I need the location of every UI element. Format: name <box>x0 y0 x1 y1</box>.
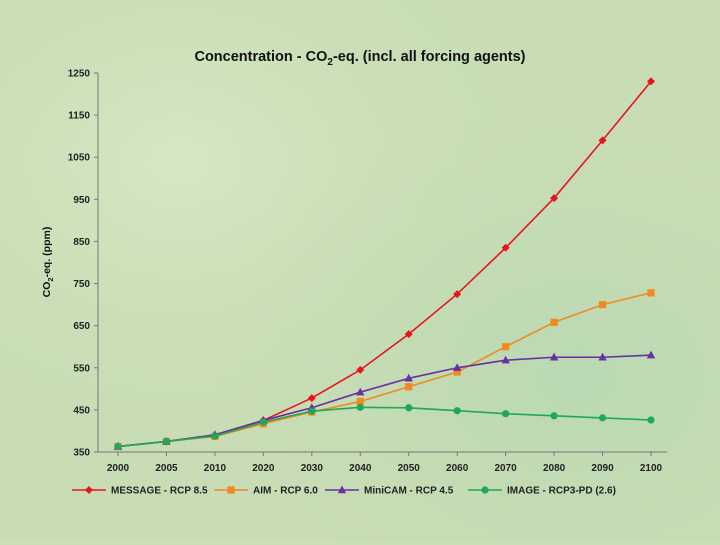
x-tick-label: 2100 <box>640 463 663 474</box>
data-point <box>356 403 364 411</box>
legend-item: IMAGE - RCP3-PD (2.6) <box>468 486 616 497</box>
series-layer <box>113 77 656 451</box>
data-point <box>598 352 607 361</box>
legend-item: AIM - RCP 6.0 <box>214 486 318 497</box>
legend-item: MESSAGE - RCP 8.5 <box>72 486 208 497</box>
data-point <box>549 352 559 361</box>
data-point <box>502 343 510 351</box>
data-point <box>404 330 413 339</box>
x-tick-label: 2040 <box>349 463 372 474</box>
series-line <box>117 354 652 448</box>
data-point <box>452 363 462 371</box>
data-point <box>453 368 461 376</box>
legend-marker <box>85 486 93 494</box>
data-point <box>114 442 122 451</box>
series-3 <box>114 403 655 451</box>
x-tick-label: 2080 <box>543 463 566 474</box>
legend-marker <box>481 486 489 494</box>
data-point <box>259 418 267 426</box>
y-tick-labels: 350 450 550 650 750 850 950 1050 1150 1250 <box>68 69 98 459</box>
y-tick-label: 750 <box>73 279 90 290</box>
x-tick-label: 2005 <box>155 463 178 474</box>
legend: MESSAGE - RCP 8.5 AIM - RCP 6.0 MiniCAM - … <box>72 485 616 497</box>
y-tick-label: 850 <box>73 237 90 248</box>
y-tick-label: 650 <box>73 321 90 332</box>
data-point <box>308 407 316 415</box>
data-point <box>162 437 171 446</box>
x-tick-label: 2060 <box>446 463 469 474</box>
x-tick-label: 2030 <box>301 463 324 474</box>
x-tick-label: 2090 <box>591 463 614 474</box>
data-point <box>501 243 510 252</box>
legend-item: MiniCAM - RCP 4.5 <box>325 485 454 497</box>
data-point <box>647 289 655 297</box>
data-point <box>404 373 413 382</box>
data-point <box>550 412 558 420</box>
data-point <box>307 394 316 403</box>
x-tick-label: 2070 <box>495 463 518 474</box>
data-point <box>598 136 607 145</box>
data-point <box>647 416 655 424</box>
data-point <box>598 301 607 309</box>
legend-marker <box>337 485 347 494</box>
x-tick-label: 2010 <box>204 463 227 474</box>
y-tick-label: 350 <box>73 448 90 459</box>
x-tick-labels: 2000 2005 2010 2020 2030 2040 2050 2060 2070 2080… <box>107 452 663 474</box>
y-tick-label: 450 <box>73 405 90 416</box>
legend-label: IMAGE - RCP3-PD (2.6) <box>507 486 616 497</box>
series-line <box>117 406 652 448</box>
data-point <box>405 404 413 412</box>
y-axis-label: CO2-eq. (ppm) <box>41 227 55 298</box>
y-tick-label: 550 <box>73 363 90 374</box>
data-point <box>647 77 655 86</box>
x-tick-label: 2020 <box>252 463 275 474</box>
data-point <box>550 194 559 203</box>
chart-title: Concentration - CO2-eq. (incl. all forci… <box>194 49 525 68</box>
data-point <box>356 387 365 396</box>
data-point <box>356 397 364 406</box>
data-point <box>453 407 461 415</box>
x-tick-label: 2000 <box>107 463 130 474</box>
y-tick-label: 1250 <box>68 69 91 80</box>
legend-label: MESSAGE - RCP 8.5 <box>111 486 208 497</box>
y-tick-label: 1050 <box>68 153 91 164</box>
legend-marker <box>227 486 235 494</box>
data-point <box>502 410 510 418</box>
data-point <box>211 432 219 440</box>
data-point <box>501 355 510 364</box>
legend-label: MiniCAM - RCP 4.5 <box>364 486 454 497</box>
y-tick-label: 950 <box>73 195 90 206</box>
data-point <box>646 350 656 359</box>
data-point <box>550 318 558 326</box>
legend-label: AIM - RCP 6.0 <box>253 486 318 497</box>
data-point <box>453 290 462 299</box>
x-tick-label: 2050 <box>398 463 421 474</box>
data-point <box>356 365 365 374</box>
data-point <box>598 414 607 422</box>
y-tick-label: 1150 <box>68 111 90 122</box>
data-point <box>405 383 413 391</box>
